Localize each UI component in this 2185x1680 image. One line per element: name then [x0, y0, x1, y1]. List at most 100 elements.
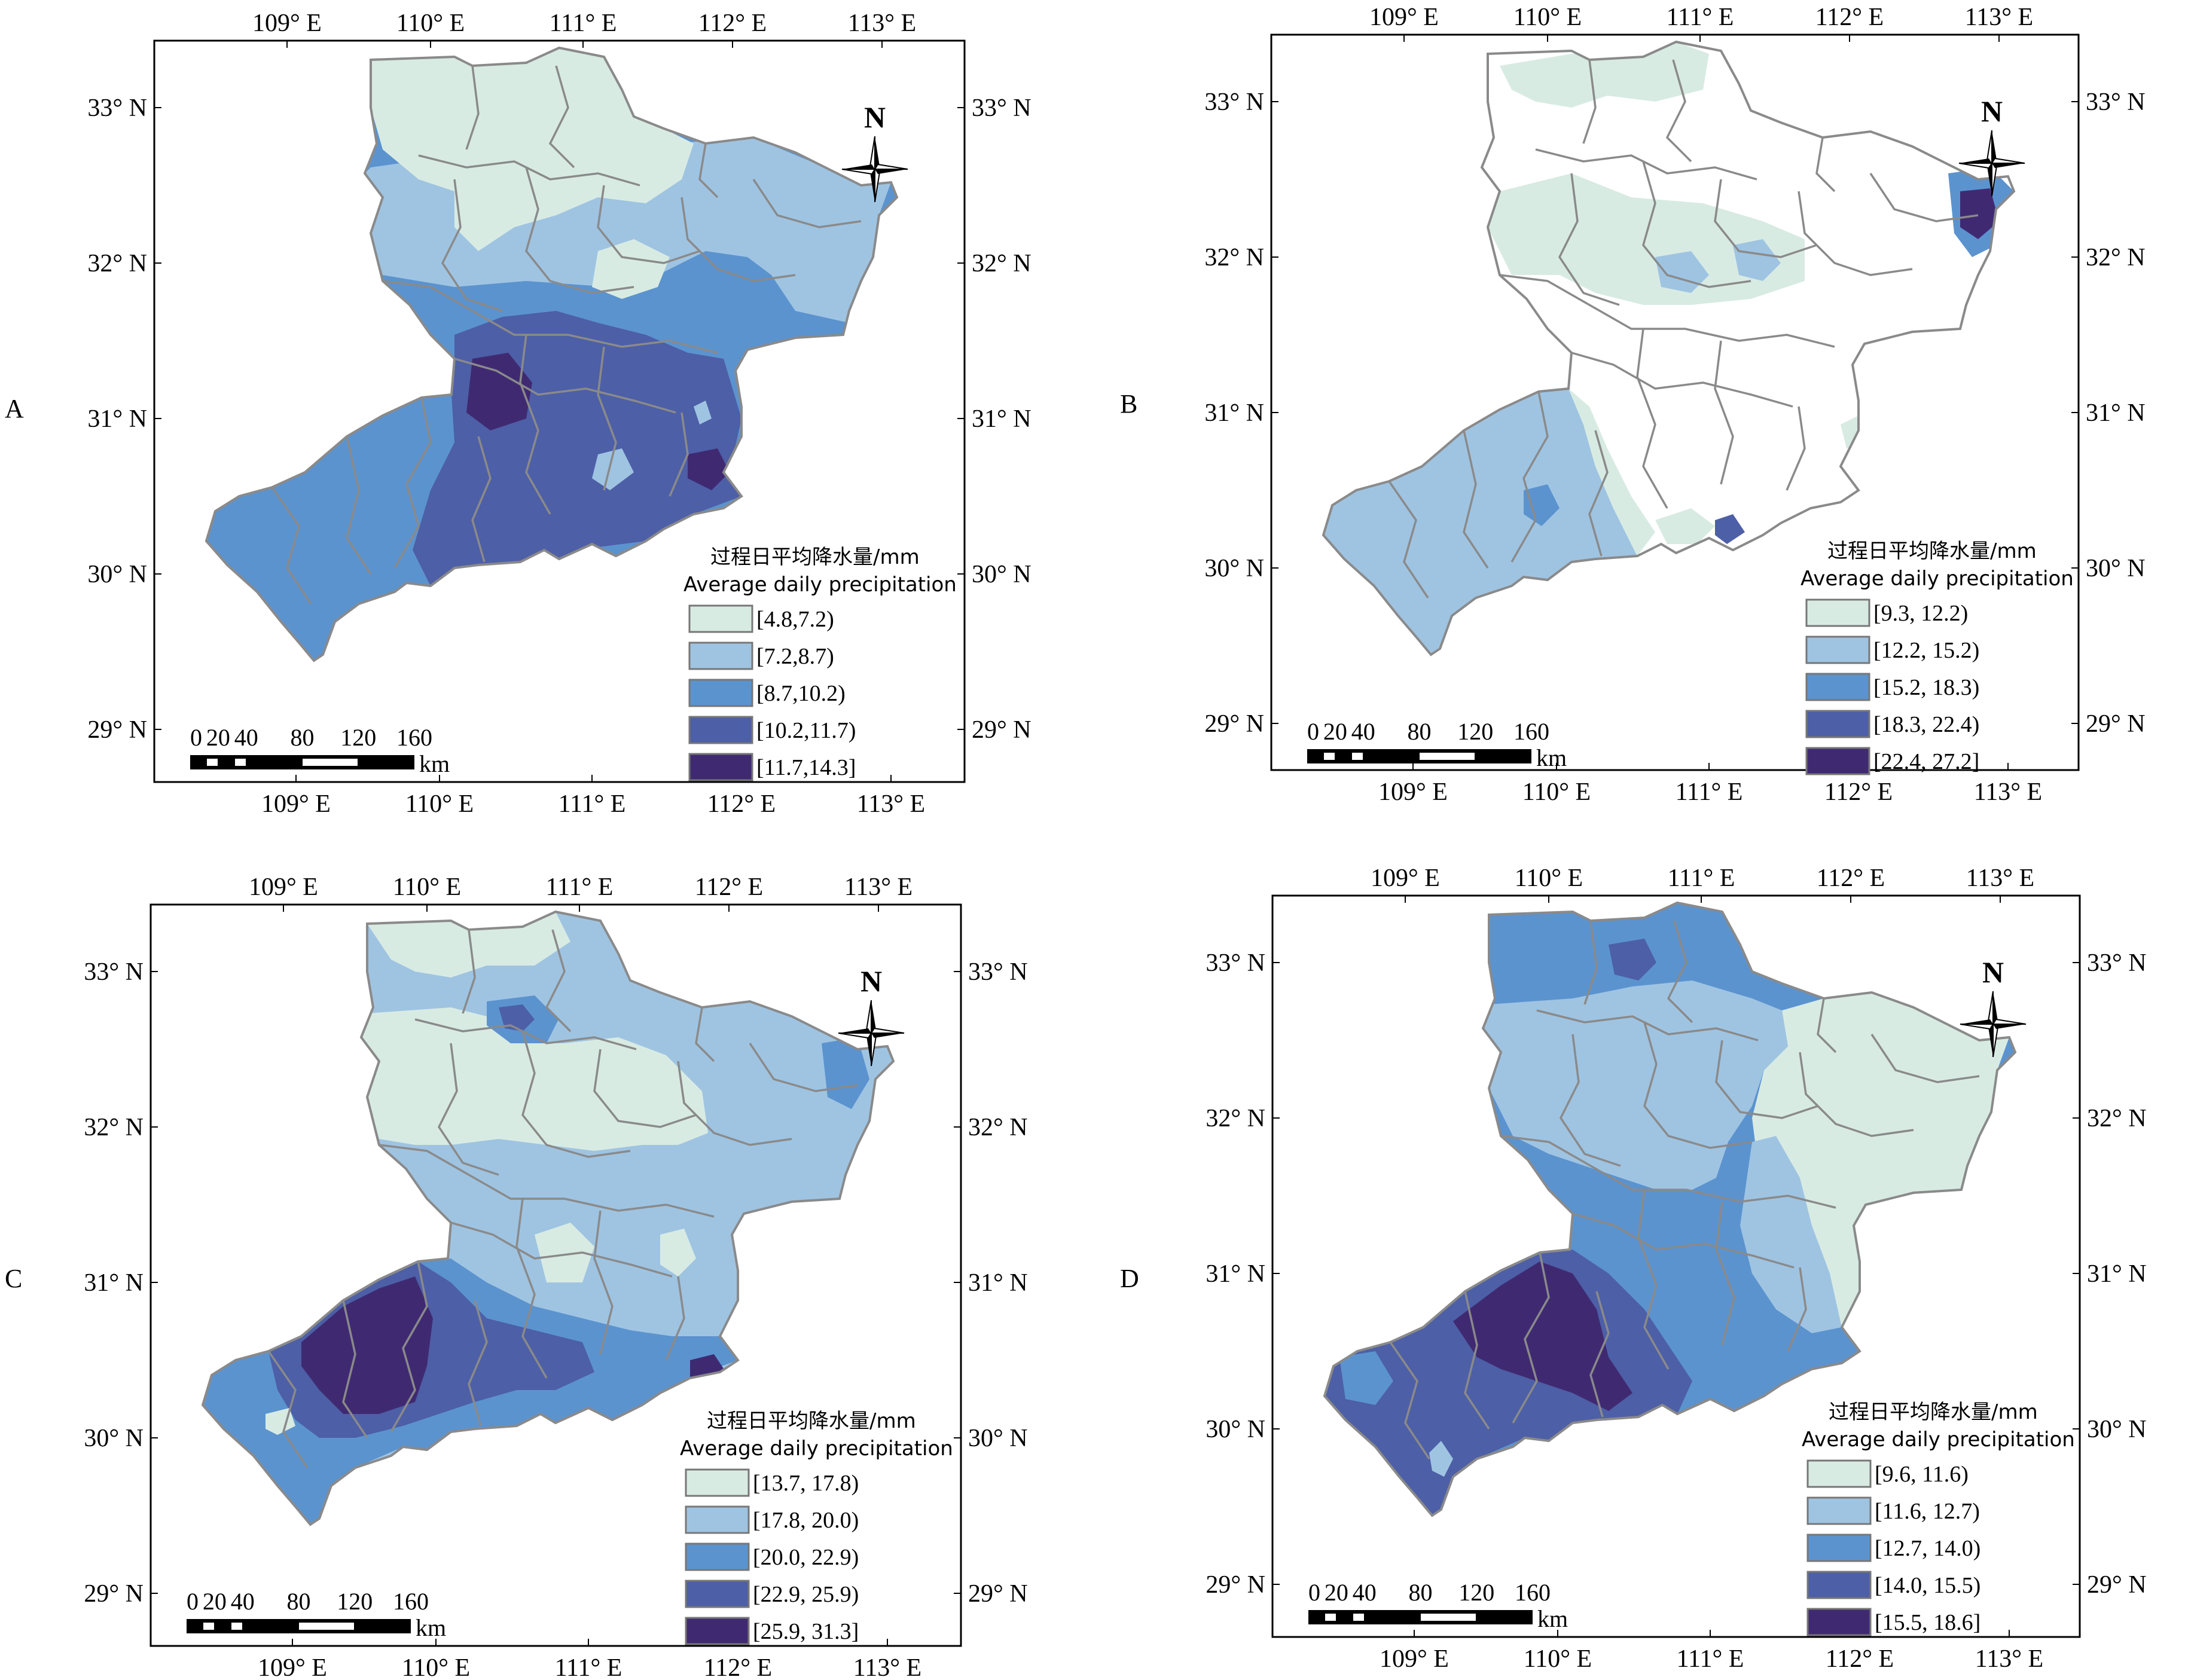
- county-boundary: [1714, 340, 1734, 485]
- legend-swatch: [688, 716, 753, 744]
- county-boundary: [1572, 1212, 1795, 1269]
- precipitation-zone: [1655, 508, 1715, 544]
- longitude-label-top: 111° E: [1667, 4, 1734, 31]
- longitude-label-top: 110° E: [1515, 865, 1583, 892]
- latitude-label-left: 33° N: [84, 958, 144, 986]
- county-boundary: [1571, 352, 1793, 408]
- county-boundary: [414, 1018, 637, 1050]
- county-boundary: [390, 1261, 428, 1432]
- legend-swatch: [685, 1617, 750, 1645]
- north-arrow-icon: [838, 1000, 905, 1067]
- county-boundary: [593, 1210, 614, 1355]
- latitude-label-right: 30° N: [968, 1425, 1028, 1452]
- legend-class-label: [25.9, 31.3]: [753, 1619, 859, 1644]
- longitude-label-bottom: 112° E: [707, 790, 776, 818]
- latitude-label-right: 32° N: [968, 1114, 1028, 1141]
- latitude-label-right: 30° N: [2087, 1416, 2147, 1443]
- county-boundaries: [1388, 59, 1979, 598]
- county-boundary: [1637, 1189, 1670, 1370]
- longitude-label-bottom: 111° E: [1676, 778, 1743, 806]
- precipitation-zone: [1500, 42, 1709, 108]
- latitude-label-right: 29° N: [972, 716, 1032, 744]
- panel-letter: D: [1120, 1264, 1139, 1293]
- legend-class-label: [20.0, 22.9): [753, 1545, 859, 1570]
- scale-unit: km: [1537, 1605, 1568, 1632]
- county-boundary: [548, 65, 575, 169]
- precipitation-zone: [1609, 939, 1656, 980]
- scale-unit: km: [416, 1614, 446, 1641]
- latitude-label-left: 31° N: [1206, 1260, 1265, 1288]
- latitude-label-right: 30° N: [972, 561, 1032, 588]
- county-boundary: [1464, 1291, 1490, 1429]
- county-boundary: [346, 436, 372, 575]
- precipitation-zone: [592, 448, 634, 490]
- county-boundary: [1588, 430, 1609, 557]
- north-label: N: [1981, 94, 2003, 128]
- legend-swatch: [1805, 710, 1870, 738]
- county-boundary: [1389, 1342, 1430, 1459]
- county-boundary: [749, 1043, 858, 1092]
- legend-swatch: [1805, 673, 1870, 701]
- longitude-label-top: 110° E: [1513, 4, 1582, 31]
- county-boundary: [382, 280, 718, 354]
- map-body: [205, 46, 899, 662]
- legend-title-en: Average daily precipitation: [680, 1437, 953, 1461]
- scale-label: 40: [1353, 1579, 1377, 1606]
- longitude-label-top: 109° E: [1371, 865, 1440, 892]
- precipitation-zone: [822, 1037, 869, 1109]
- county-boundary: [698, 143, 719, 198]
- latitude-label-left: 30° N: [84, 1425, 144, 1452]
- latitude-label-left: 32° N: [1204, 244, 1264, 271]
- latitude-label-left: 29° N: [1206, 1571, 1265, 1599]
- legend-class-label: [12.7, 14.0): [1875, 1536, 1980, 1561]
- county-boundary: [271, 487, 312, 604]
- latitude-label-left: 33° N: [1206, 949, 1265, 977]
- legend-swatch: [1806, 1571, 1872, 1599]
- legend-class-label: [17.8, 20.0): [753, 1508, 859, 1533]
- legend-swatch: [1805, 636, 1870, 664]
- north-label: N: [864, 100, 886, 134]
- precipitation-zone: [535, 1223, 594, 1282]
- latitude-label-right: 32° N: [972, 250, 1032, 277]
- precipitation-zone: [694, 401, 712, 424]
- county-boundary: [1512, 1252, 1550, 1424]
- legend-swatch: [685, 1542, 750, 1571]
- county-boundary: [1558, 173, 1620, 306]
- latitude-label-right: 30° N: [2086, 555, 2146, 582]
- latitude-label-right: 29° N: [2086, 710, 2146, 738]
- county-boundary: [1665, 59, 1692, 163]
- latitude-label-left: 29° N: [87, 716, 147, 744]
- county-boundary: [1786, 406, 1806, 491]
- longitude-label-top: 111° E: [546, 873, 614, 901]
- county-boundary: [1643, 1022, 1753, 1149]
- county-boundary: [521, 1031, 631, 1158]
- precipitation-zone: [1524, 484, 1560, 526]
- longitude-label-top: 112° E: [1817, 865, 1885, 892]
- scale-label: 120: [1458, 1579, 1494, 1606]
- longitude-label-bottom: 113° E: [1974, 778, 2042, 806]
- legend-swatch: [688, 679, 753, 707]
- county-boundary: [1500, 1135, 1836, 1209]
- longitude-label-top: 109° E: [252, 10, 322, 37]
- longitude-label-bottom: 112° E: [1824, 778, 1893, 806]
- county-boundary: [1817, 998, 1837, 1053]
- scale-label: 20: [206, 724, 230, 751]
- latitude-label-left: 30° N: [87, 561, 147, 588]
- longitude-label-bottom: 113° E: [857, 790, 925, 818]
- latitude-label-right: 29° N: [968, 1580, 1028, 1608]
- county-boundary: [1869, 173, 1979, 222]
- legend-class-label: [9.3, 12.2): [1873, 601, 1968, 626]
- longitude-label-top: 112° E: [698, 10, 767, 37]
- longitude-label-bottom: 109° E: [1378, 778, 1448, 806]
- scale-label: 20: [1323, 718, 1347, 745]
- county-boundary: [1787, 1267, 1807, 1352]
- region-outline: [201, 910, 895, 1526]
- longitude-label-bottom: 113° E: [1975, 1645, 2043, 1673]
- scale-label: 120: [340, 724, 376, 751]
- longitude-label-bottom: 112° E: [704, 1654, 772, 1680]
- panel-letter: B: [1120, 389, 1138, 419]
- precipitation-zone: [592, 239, 670, 299]
- legend-class-label: [22.9, 25.9): [753, 1582, 859, 1607]
- scale-label: 20: [203, 1588, 227, 1615]
- panel-b: B 109° E 109° E 110° E 110° E 111° E 111° E 11…: [1092, 0, 2185, 840]
